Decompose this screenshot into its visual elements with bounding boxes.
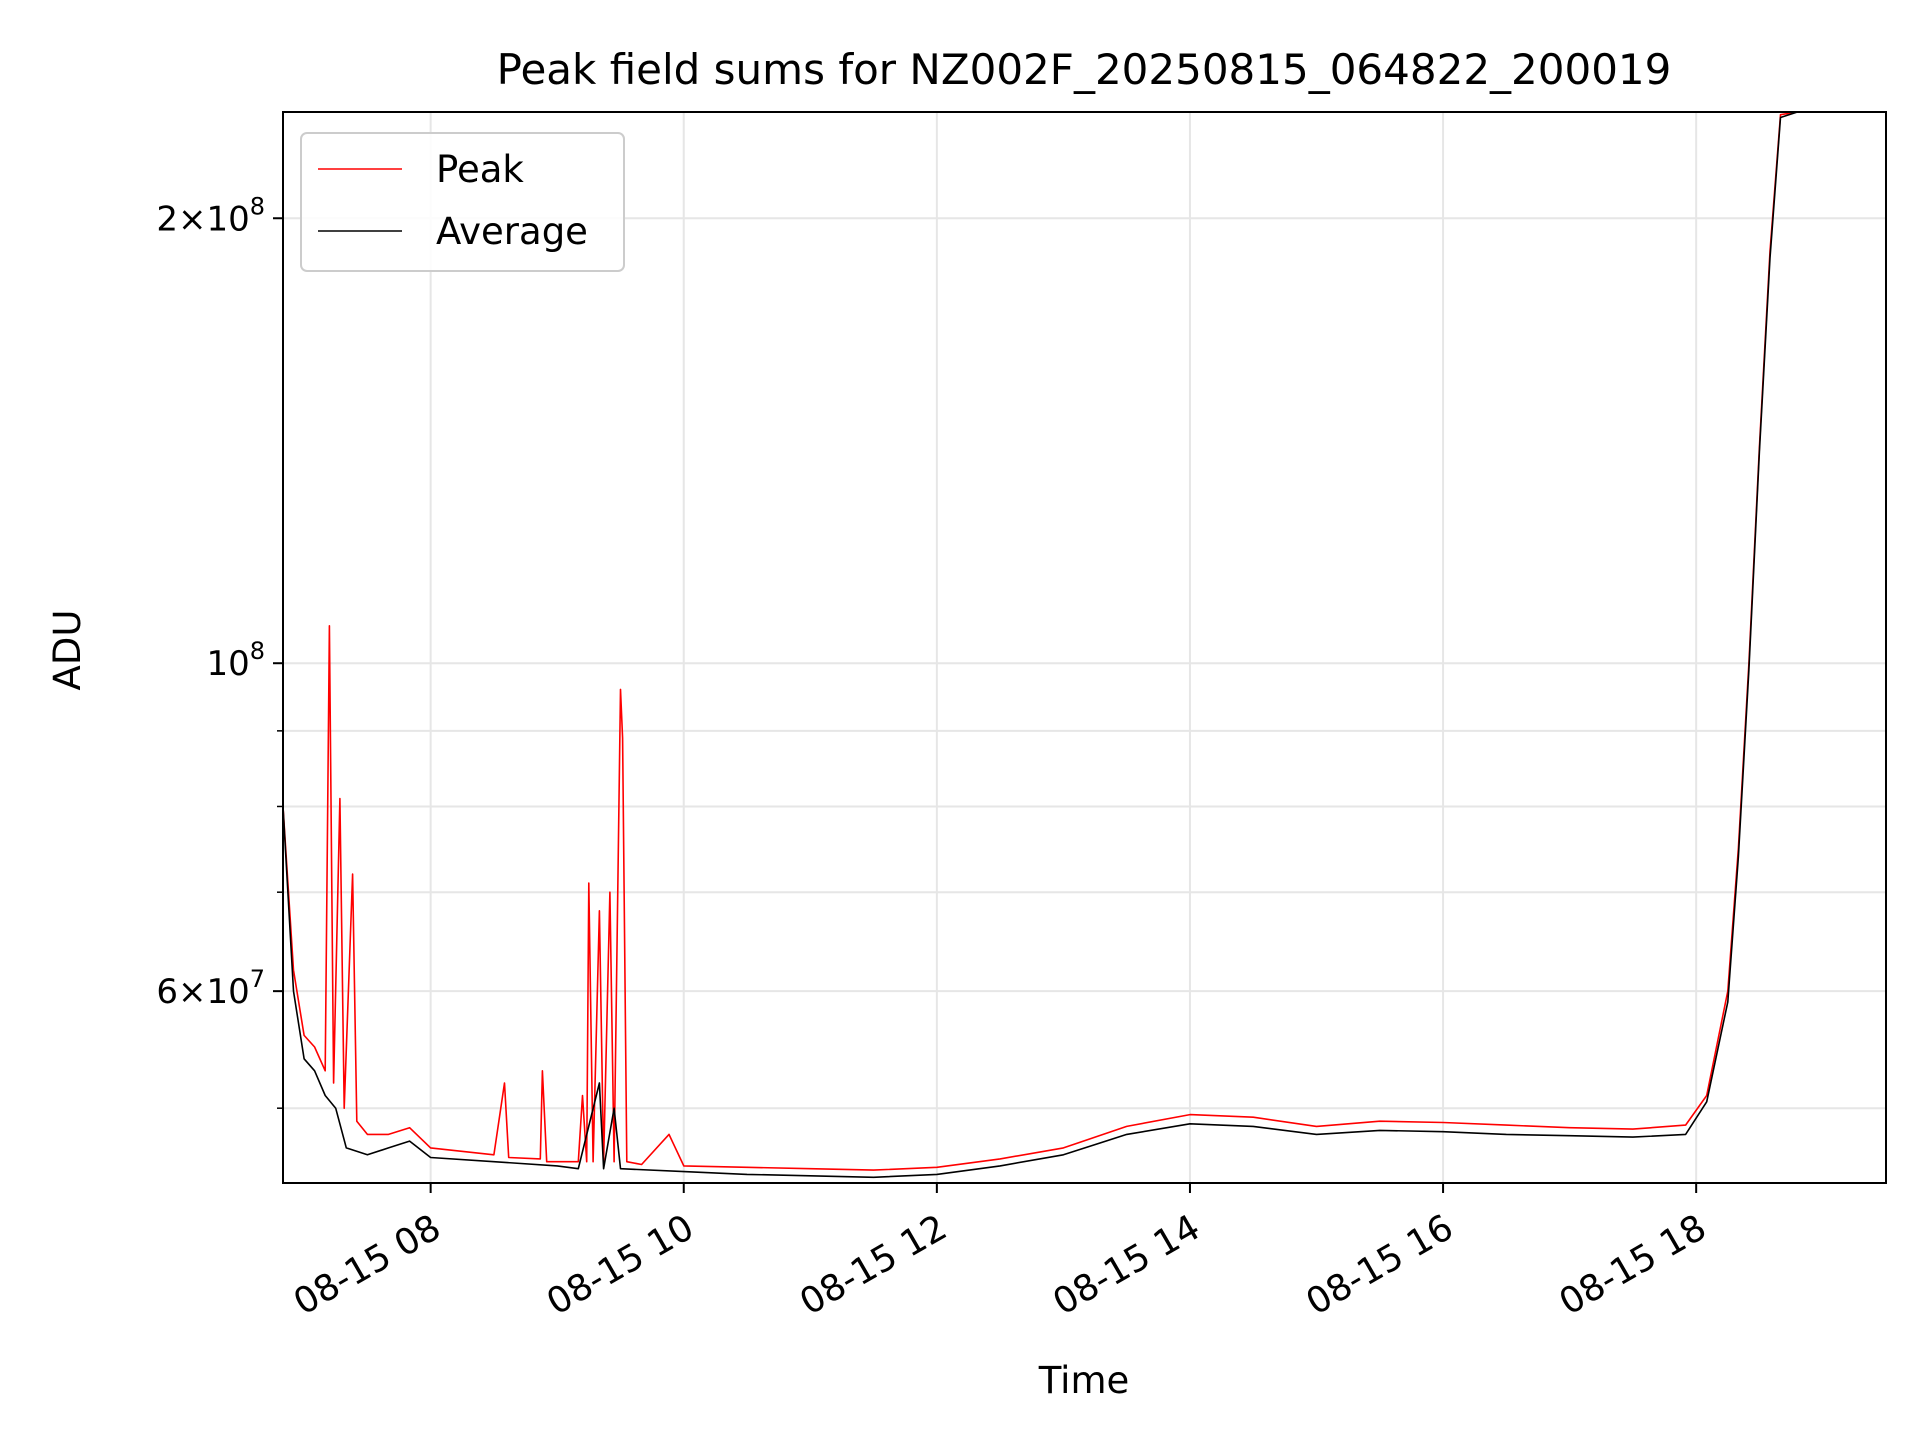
y-tick-label: 2×108 (156, 192, 265, 239)
legend-frame (300, 132, 625, 272)
chart-title: Peak field sums for NZ002F_20250815_0648… (497, 45, 1672, 94)
legend: Peak Average (300, 132, 625, 272)
series-line-average (282, 111, 1798, 1179)
grid (283, 112, 1886, 1183)
legend-label-peak: Peak (436, 148, 524, 191)
series-lines (282, 111, 1798, 1179)
plot-area-frame (282, 111, 1887, 1184)
legend-label-average: Average (436, 210, 588, 253)
y-axis-ticks: 6×107 108 2×108 (156, 192, 283, 1109)
y-tick-label: 6×107 (156, 965, 265, 1012)
y-tick-label: 108 (206, 637, 265, 684)
y-axis-label: ADU (46, 610, 89, 691)
x-axis-label: Time (1038, 1359, 1130, 1402)
series-line-peak (282, 111, 1798, 1171)
